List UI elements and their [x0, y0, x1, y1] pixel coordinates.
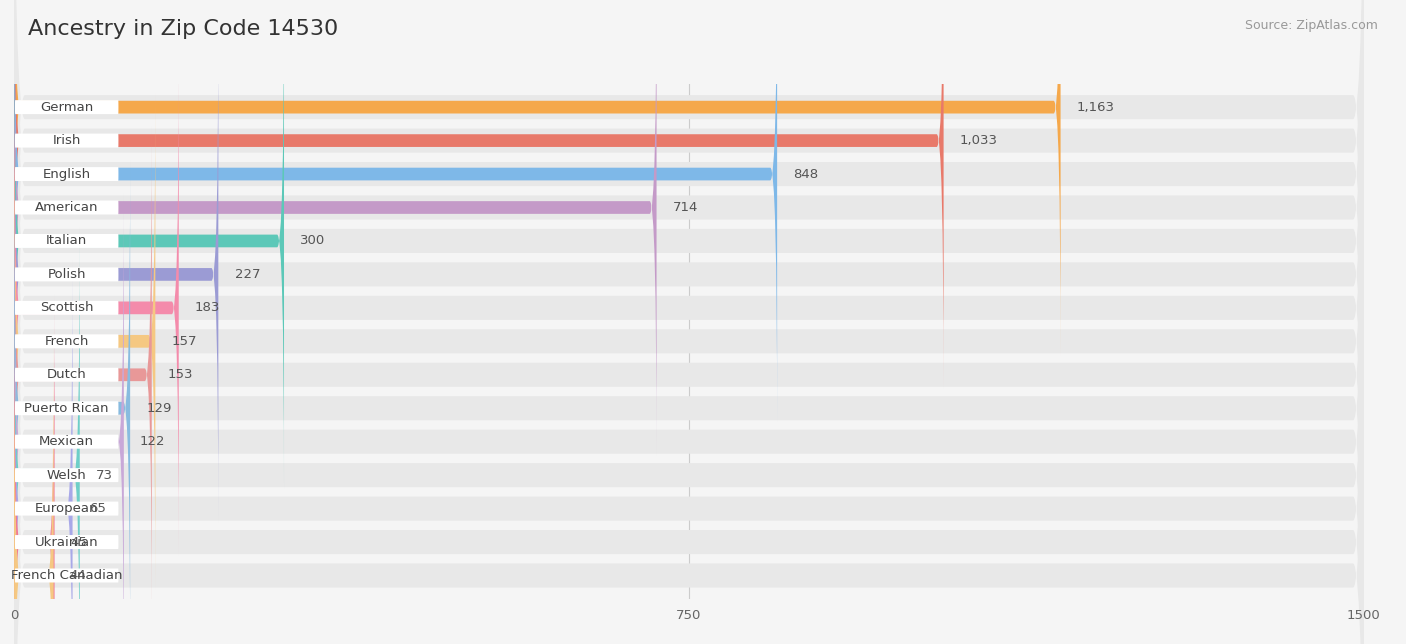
FancyBboxPatch shape [15, 267, 118, 281]
Text: Scottish: Scottish [39, 301, 93, 314]
FancyBboxPatch shape [15, 368, 118, 382]
Text: French Canadian: French Canadian [11, 569, 122, 582]
Text: 73: 73 [96, 469, 112, 482]
FancyBboxPatch shape [15, 401, 118, 415]
FancyBboxPatch shape [14, 0, 1364, 530]
FancyBboxPatch shape [14, 127, 152, 623]
Text: 153: 153 [167, 368, 194, 381]
Text: 1,163: 1,163 [1077, 100, 1115, 113]
FancyBboxPatch shape [14, 0, 1364, 644]
Text: English: English [42, 167, 91, 180]
FancyBboxPatch shape [14, 0, 284, 489]
FancyBboxPatch shape [14, 153, 1364, 644]
Text: 157: 157 [172, 335, 197, 348]
FancyBboxPatch shape [14, 19, 1364, 644]
Text: Puerto Rican: Puerto Rican [24, 402, 108, 415]
Text: Ancestry in Zip Code 14530: Ancestry in Zip Code 14530 [28, 19, 339, 39]
Text: 848: 848 [793, 167, 818, 180]
FancyBboxPatch shape [15, 535, 118, 549]
FancyBboxPatch shape [14, 328, 53, 644]
FancyBboxPatch shape [14, 86, 1364, 644]
FancyBboxPatch shape [15, 468, 118, 482]
FancyBboxPatch shape [14, 0, 1060, 355]
FancyBboxPatch shape [14, 227, 80, 644]
FancyBboxPatch shape [14, 0, 1364, 644]
Text: 1,033: 1,033 [960, 134, 998, 147]
Text: Ukrainian: Ukrainian [35, 536, 98, 549]
FancyBboxPatch shape [14, 119, 1364, 644]
Text: 129: 129 [146, 402, 172, 415]
FancyBboxPatch shape [14, 0, 1364, 644]
FancyBboxPatch shape [15, 301, 118, 315]
FancyBboxPatch shape [14, 52, 1364, 644]
Text: Irish: Irish [52, 134, 82, 147]
Text: Mexican: Mexican [39, 435, 94, 448]
FancyBboxPatch shape [15, 234, 118, 248]
FancyBboxPatch shape [15, 167, 118, 181]
FancyBboxPatch shape [14, 0, 1364, 644]
FancyBboxPatch shape [15, 200, 118, 214]
FancyBboxPatch shape [15, 100, 118, 114]
FancyBboxPatch shape [15, 569, 118, 582]
Text: Welsh: Welsh [46, 469, 87, 482]
FancyBboxPatch shape [14, 60, 179, 556]
Text: 300: 300 [301, 234, 325, 247]
Text: German: German [41, 100, 93, 113]
Text: Italian: Italian [46, 234, 87, 247]
FancyBboxPatch shape [14, 0, 943, 388]
FancyBboxPatch shape [14, 0, 657, 455]
Text: Polish: Polish [48, 268, 86, 281]
FancyBboxPatch shape [14, 194, 124, 644]
FancyBboxPatch shape [14, 0, 1364, 597]
Text: Dutch: Dutch [46, 368, 87, 381]
FancyBboxPatch shape [15, 334, 118, 348]
Text: 45: 45 [70, 536, 87, 549]
Text: 183: 183 [195, 301, 221, 314]
Text: 122: 122 [141, 435, 166, 448]
FancyBboxPatch shape [15, 133, 118, 147]
FancyBboxPatch shape [14, 93, 155, 589]
FancyBboxPatch shape [14, 294, 55, 644]
Text: French: French [45, 335, 89, 348]
FancyBboxPatch shape [15, 435, 118, 449]
FancyBboxPatch shape [14, 0, 1364, 630]
FancyBboxPatch shape [14, 26, 218, 522]
Text: 227: 227 [235, 268, 260, 281]
Text: Source: ZipAtlas.com: Source: ZipAtlas.com [1244, 19, 1378, 32]
FancyBboxPatch shape [15, 502, 118, 516]
Text: American: American [35, 201, 98, 214]
FancyBboxPatch shape [14, 186, 1364, 644]
Text: 65: 65 [89, 502, 105, 515]
FancyBboxPatch shape [14, 0, 1364, 497]
Text: European: European [35, 502, 98, 515]
FancyBboxPatch shape [14, 0, 1364, 564]
FancyBboxPatch shape [14, 160, 131, 644]
Text: 714: 714 [672, 201, 699, 214]
FancyBboxPatch shape [14, 261, 73, 644]
FancyBboxPatch shape [14, 0, 778, 422]
Text: 44: 44 [70, 569, 87, 582]
